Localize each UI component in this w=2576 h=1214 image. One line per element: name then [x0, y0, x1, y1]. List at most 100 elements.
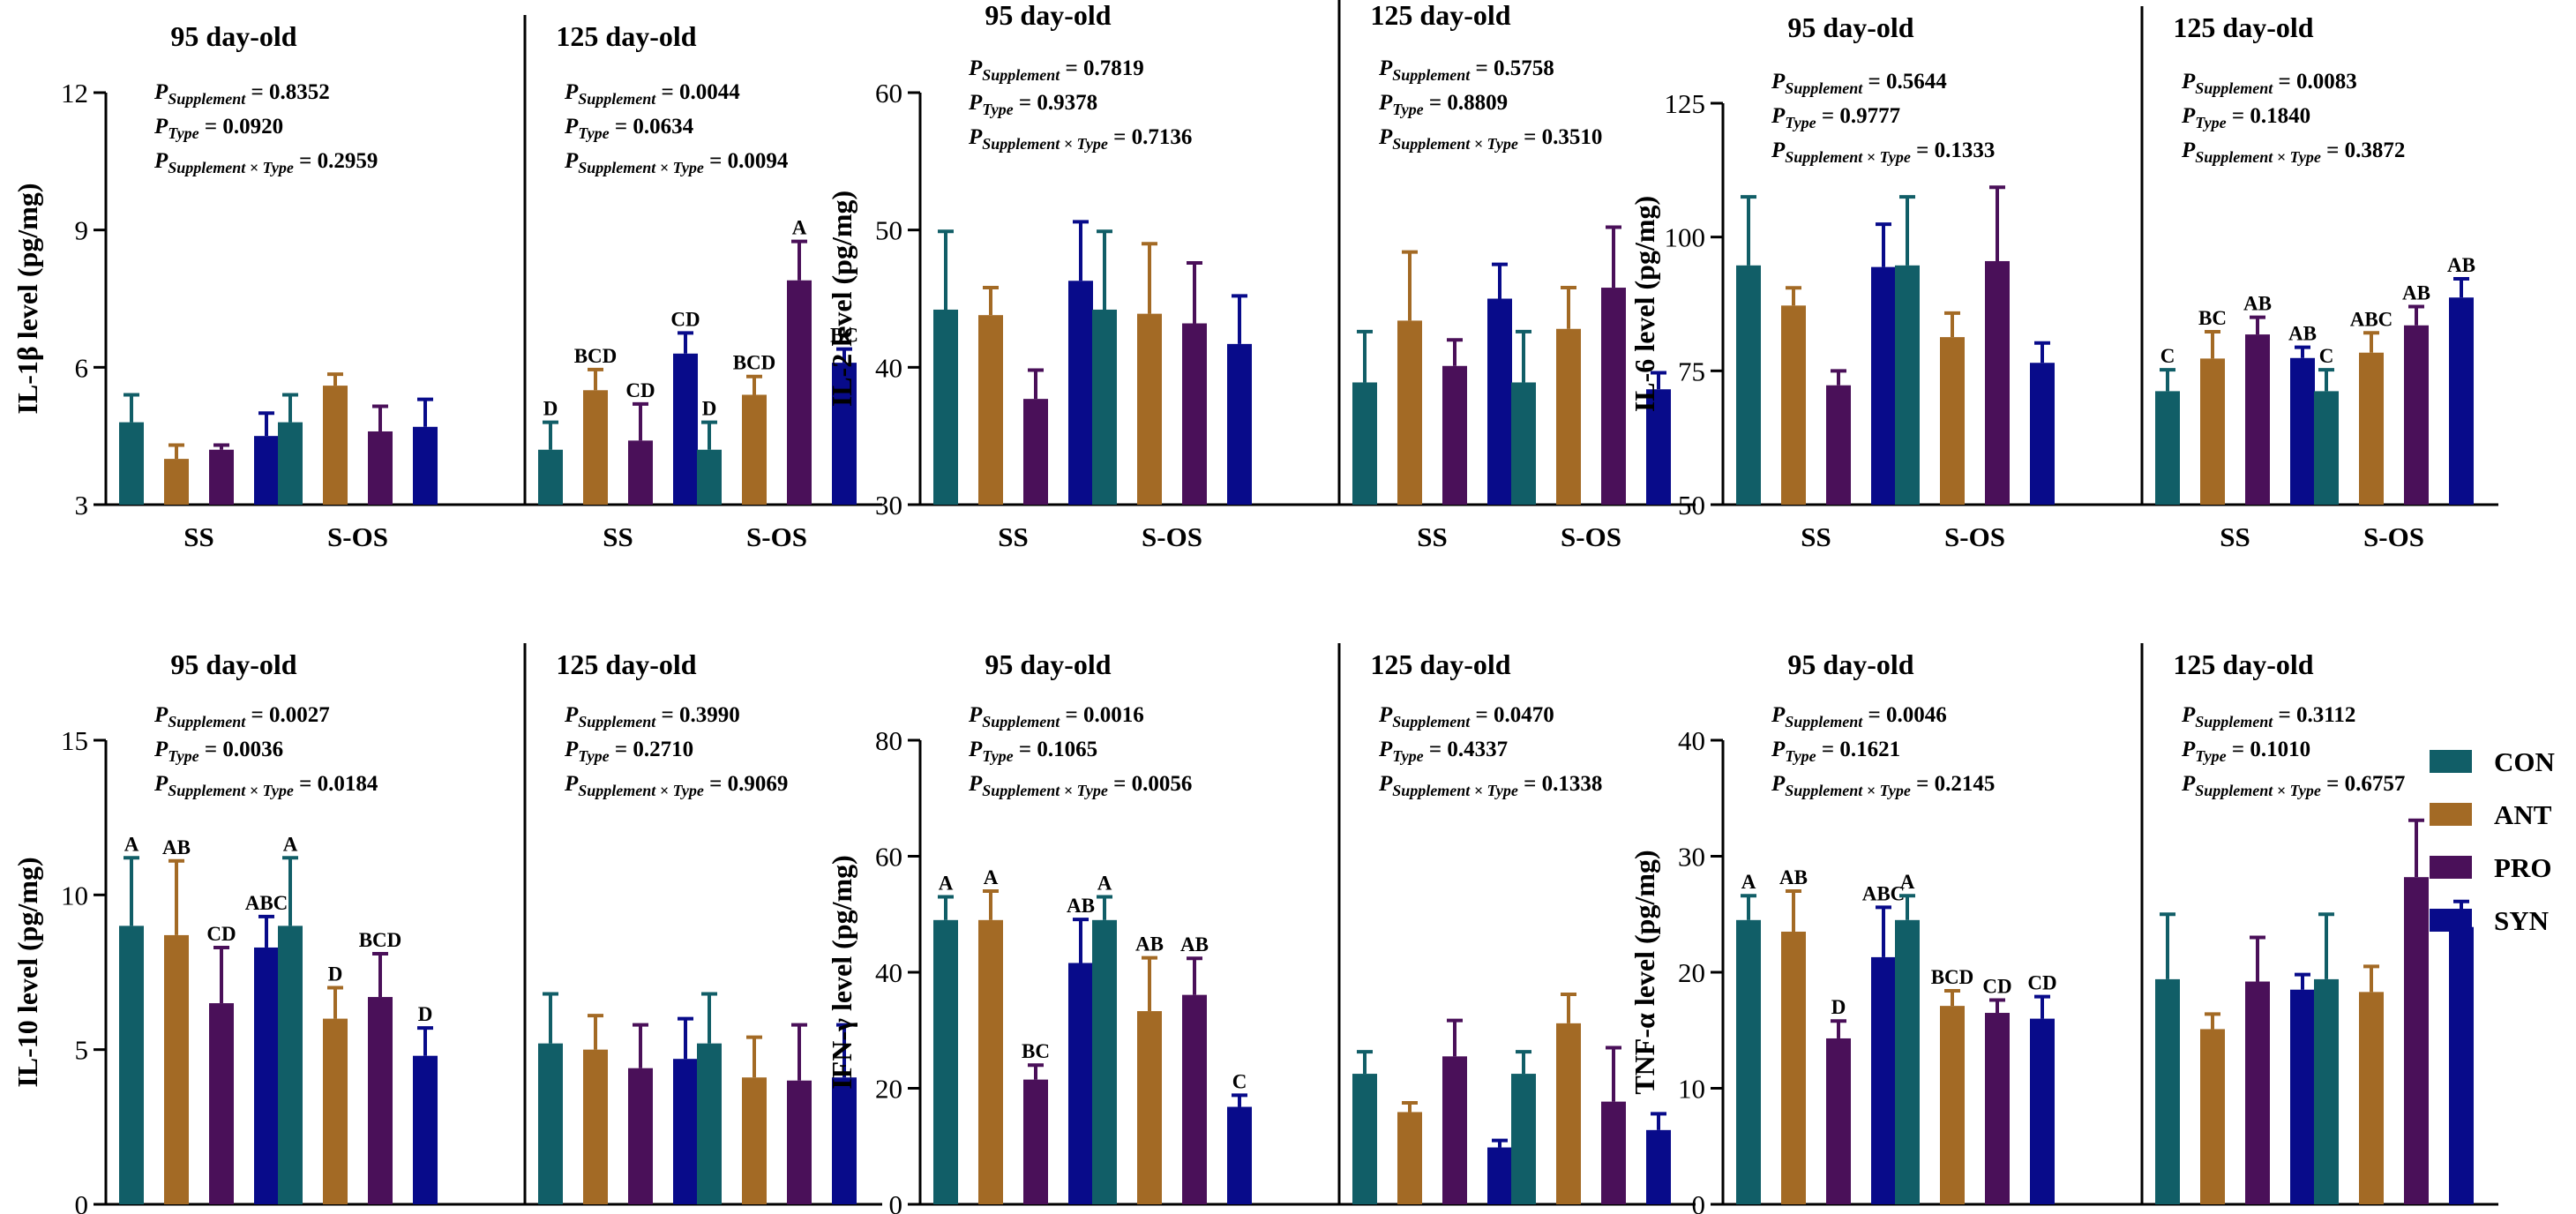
bar-con — [2155, 391, 2180, 505]
x-category-label: SS — [998, 521, 1028, 552]
chart-panel-3: 0 5 10 15 IL-10 level (pg/mg) 95 day-old 125 d… — [11, 643, 882, 1214]
bar-pro — [1826, 1038, 1851, 1204]
bar-pro — [1826, 385, 1851, 505]
bar-pro — [1601, 288, 1626, 505]
x-category-label: S-OS — [1561, 521, 1621, 552]
bar-con — [538, 1043, 563, 1204]
p-subscript: Type — [578, 124, 609, 142]
bar-ant — [323, 1018, 348, 1204]
p-value-text: PSupplement = 0.0083 — [2181, 70, 2357, 97]
p-subscript: Type — [1785, 114, 1816, 131]
p-value-text: PSupplement = 0.5644 — [1771, 70, 1947, 97]
p-value: = 0.6757 — [2321, 772, 2406, 796]
bar-con — [1736, 265, 1761, 505]
p-value: = 0.2145 — [1911, 772, 1996, 796]
legend-swatch-pro — [2430, 856, 2472, 879]
y-tick-label: 9 — [75, 215, 89, 246]
y-axis-label: IL-6 level (pg/mg) — [1629, 196, 1660, 412]
p-subscript: Type — [2195, 747, 2226, 765]
p-subscript: Type — [1392, 747, 1423, 765]
x-category-label: S-OS — [327, 521, 388, 552]
p-value: = 0.3872 — [2321, 139, 2406, 162]
p-symbol: P — [968, 125, 983, 149]
y-tick-label: 75 — [1678, 356, 1705, 386]
y-tick-label: 3 — [75, 490, 89, 521]
p-subscript: Supplement — [2195, 79, 2273, 97]
p-value: = 0.1840 — [2227, 104, 2311, 128]
p-value-text: PSupplement = 0.0470 — [1378, 703, 1554, 731]
p-value: = 0.0056 — [1108, 772, 1193, 796]
p-subscript: Supplement × Type — [982, 782, 1108, 799]
p-value-text: PSupplement = 0.0046 — [1771, 703, 1947, 731]
x-category-label: S-OS — [1944, 521, 2005, 552]
y-tick-label: 40 — [875, 352, 902, 383]
bar-syn — [673, 353, 698, 505]
bar-con — [1895, 265, 1920, 505]
age-group-title: 95 day-old — [170, 648, 296, 680]
x-category-label: SS — [183, 521, 213, 552]
p-subscript: Supplement — [1392, 66, 1471, 84]
y-tick-label: 50 — [875, 215, 902, 246]
bar-ant — [1556, 328, 1581, 505]
bar-con — [1895, 919, 1920, 1204]
x-category-label: SS — [1417, 521, 1447, 552]
bar-pro — [1601, 1101, 1626, 1204]
p-value: = 0.0083 — [2273, 70, 2357, 94]
bar-pro — [628, 440, 653, 505]
significance-letter: A — [984, 866, 999, 888]
bar-pro — [2245, 334, 2270, 505]
bar-syn — [413, 1055, 438, 1204]
p-subscript: Supplement × Type — [2195, 782, 2321, 799]
bar-ant — [2359, 352, 2384, 505]
p-symbol: P — [2181, 70, 2196, 94]
bar-syn — [1871, 956, 1896, 1204]
bar-syn — [832, 1077, 857, 1204]
p-subscript: Type — [1392, 101, 1423, 118]
legend: CON ANT PRO SYN — [2430, 746, 2555, 936]
y-tick-label: 20 — [875, 1074, 902, 1105]
p-value: = 0.5644 — [1862, 70, 1947, 94]
p-symbol: P — [564, 703, 579, 727]
bar-syn — [2290, 989, 2315, 1204]
bar-pro — [628, 1068, 653, 1204]
bar-syn — [1646, 389, 1671, 505]
age-group-title: 95 day-old — [170, 20, 296, 52]
y-tick-label: 80 — [875, 725, 902, 756]
p-value-text: PSupplement × Type = 0.7136 — [968, 125, 1192, 153]
p-value: = 0.0036 — [199, 738, 284, 761]
x-category-label: S-OS — [2363, 521, 2424, 552]
bar-ant — [1137, 313, 1162, 505]
p-value: = 0.8809 — [1424, 91, 1509, 115]
bar-pro — [2404, 877, 2429, 1204]
bar-con — [697, 449, 722, 505]
p-subscript: Supplement × Type — [578, 782, 704, 799]
age-group-title: 95 day-old — [985, 0, 1111, 31]
p-value: = 0.3510 — [1518, 125, 1603, 149]
y-tick-label: 100 — [1665, 222, 1706, 253]
bar-pro — [1182, 994, 1207, 1204]
age-group-title: 95 day-old — [985, 648, 1111, 680]
p-value: = 0.3990 — [655, 703, 740, 727]
bar-ant — [742, 1077, 767, 1204]
p-symbol: P — [968, 56, 983, 80]
p-value-text: PSupplement × Type = 0.1338 — [1378, 772, 1602, 799]
p-symbol: P — [1378, 703, 1393, 727]
bar-syn — [1227, 1106, 1252, 1204]
p-symbol: P — [154, 772, 168, 796]
p-subscript: Type — [168, 747, 198, 765]
bar-ant — [1940, 1006, 1965, 1204]
p-value: = 0.0920 — [199, 115, 284, 139]
p-symbol: P — [2181, 104, 2196, 128]
bar-syn — [2449, 926, 2474, 1204]
p-symbol: P — [968, 703, 983, 727]
p-symbol: P — [564, 772, 579, 796]
bar-ant — [2359, 992, 2384, 1204]
p-value: = 0.1338 — [1518, 772, 1603, 796]
p-subscript: Supplement × Type — [1785, 148, 1911, 166]
significance-letter: BCD — [359, 929, 402, 951]
bar-pro — [2245, 981, 2270, 1204]
significance-letter: A — [1741, 871, 1756, 893]
p-subscript: Supplement × Type — [2195, 148, 2321, 166]
significance-letter: ABC — [245, 892, 288, 914]
significance-letter: BCD — [1931, 966, 1974, 988]
